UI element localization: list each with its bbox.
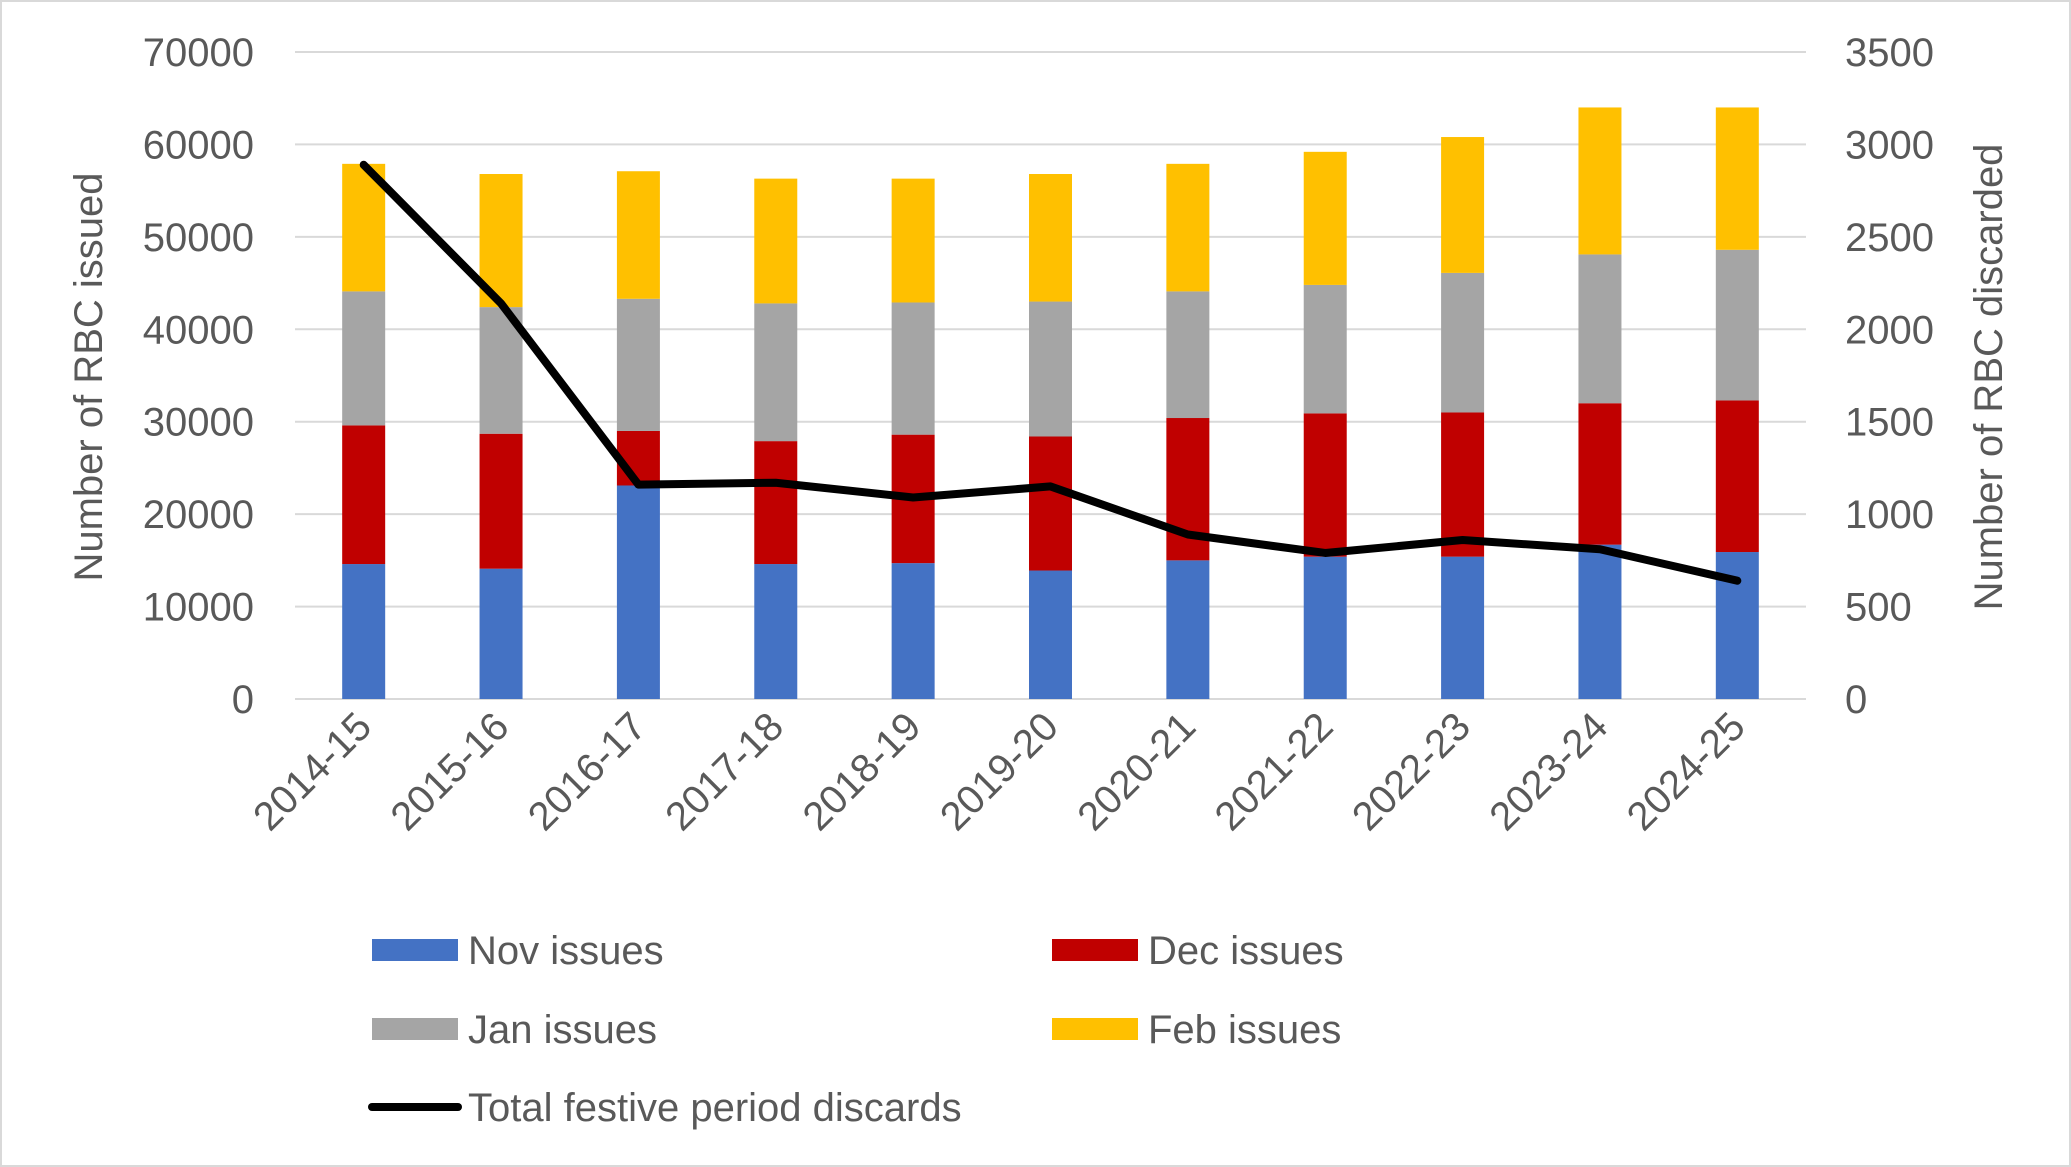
x-tick-label: 2017-18 [657, 704, 792, 839]
x-tick-label: 2022-23 [1344, 704, 1479, 839]
y2-axis-title: Number of RBC discarded [1967, 144, 2011, 611]
y-tick-label: 30000 [143, 401, 254, 445]
y2-tick-label: 2000 [1845, 308, 1934, 352]
x-tick-label: 2019-20 [932, 704, 1067, 839]
y-tick-label: 10000 [143, 586, 254, 630]
legend-label: Nov issues [468, 929, 664, 973]
bar-dec-issues [1578, 403, 1622, 545]
bar-nov-issues [1166, 560, 1210, 699]
bar-feb-issues [616, 171, 660, 299]
y-tick-label: 50000 [143, 216, 254, 260]
x-tick-label: 2020-21 [1069, 704, 1204, 839]
x-tick-label: 2023-24 [1481, 704, 1616, 839]
bar-dec-issues [342, 425, 386, 565]
bar-jan-issues [1441, 272, 1485, 413]
y2-tick-label: 3500 [1845, 31, 1934, 75]
legend-swatch [1052, 1018, 1138, 1040]
legend-label: Total festive period discards [468, 1086, 962, 1130]
bar-jan-issues [754, 303, 798, 442]
discard-line [359, 160, 1742, 585]
bar-feb-issues [1029, 174, 1072, 302]
bar-nov-issues [479, 568, 523, 699]
y-axis-title: Number of RBC issued [67, 172, 111, 581]
x-tick-label: 2021-22 [1207, 704, 1342, 839]
bar-nov-issues [342, 564, 386, 699]
x-tick-label: 2014-15 [245, 704, 380, 839]
y-tick-label: 70000 [143, 31, 254, 75]
x-tick-label: 2015-16 [382, 704, 517, 839]
bar-dec-issues [1303, 413, 1347, 557]
x-axis-ticks: 2014-15 2015-16 2016-17 2017-18 2018-19 2019-… [245, 704, 1754, 839]
bar-jan-issues [616, 298, 660, 431]
bar-nov-issues [1578, 544, 1622, 699]
bar-nov-issues [1029, 570, 1072, 699]
bar-dec-issues [616, 430, 660, 486]
y2-tick-label: 2500 [1845, 216, 1934, 260]
y2-tick-label: 1500 [1845, 401, 1934, 445]
bar-feb-issues [891, 178, 935, 303]
x-tick-label: 2024-25 [1619, 704, 1754, 839]
y-tick-label: 60000 [143, 123, 254, 167]
bar-nov-issues [891, 563, 935, 699]
bar-jan-issues [1303, 284, 1347, 414]
y2-tick-label: 1000 [1845, 493, 1934, 537]
legend-label: Jan issues [468, 1008, 657, 1052]
y2-axis-ticks: 0 500 1000 1500 2000 2500 3000 3500 [1845, 31, 1934, 722]
bar-feb-issues [1166, 163, 1210, 292]
legend: Nov issues Dec issues Jan issues Feb issues… [368, 929, 1344, 1130]
bar-feb-issues [1303, 151, 1347, 285]
bar-feb-issues [1578, 107, 1622, 255]
bar-nov-issues [1441, 556, 1485, 699]
bar-jan-issues [1578, 254, 1622, 404]
bar-dec-issues [1441, 412, 1485, 557]
bar-jan-issues [342, 291, 386, 426]
legend-swatch [1052, 939, 1138, 961]
bar-nov-issues [1303, 556, 1347, 699]
bar-feb-issues [342, 163, 386, 292]
bar-feb-issues [1715, 107, 1759, 250]
y2-tick-label: 3000 [1845, 123, 1934, 167]
legend-swatch [372, 1018, 458, 1040]
bar-feb-issues [754, 178, 798, 304]
bar-jan-issues [1029, 301, 1072, 437]
bar-dec-issues [479, 433, 523, 569]
y-tick-label: 40000 [143, 308, 254, 352]
legend-swatch [372, 939, 458, 961]
y2-tick-label: 0 [1845, 678, 1867, 722]
bar-dec-issues [1715, 400, 1759, 553]
y-tick-label: 0 [232, 678, 254, 722]
bar-nov-issues [754, 564, 798, 699]
y-tick-label: 20000 [143, 493, 254, 537]
bar-dec-issues [1029, 436, 1072, 571]
y2-tick-label: 500 [1845, 586, 1912, 630]
bars [342, 107, 1759, 699]
x-tick-label: 2016-17 [520, 704, 655, 839]
y-axis-ticks: 0 10000 20000 30000 40000 50000 60000 70000 [143, 31, 254, 722]
bar-feb-issues [1441, 137, 1485, 273]
x-tick-label: 2018-19 [795, 704, 930, 839]
legend-label: Dec issues [1148, 929, 1344, 973]
bar-jan-issues [1166, 291, 1210, 419]
bar-jan-issues [1715, 249, 1759, 401]
bar-nov-issues [616, 485, 660, 699]
bar-jan-issues [891, 302, 935, 435]
bar-dec-issues [754, 441, 798, 565]
legend-label: Feb issues [1148, 1008, 1341, 1052]
